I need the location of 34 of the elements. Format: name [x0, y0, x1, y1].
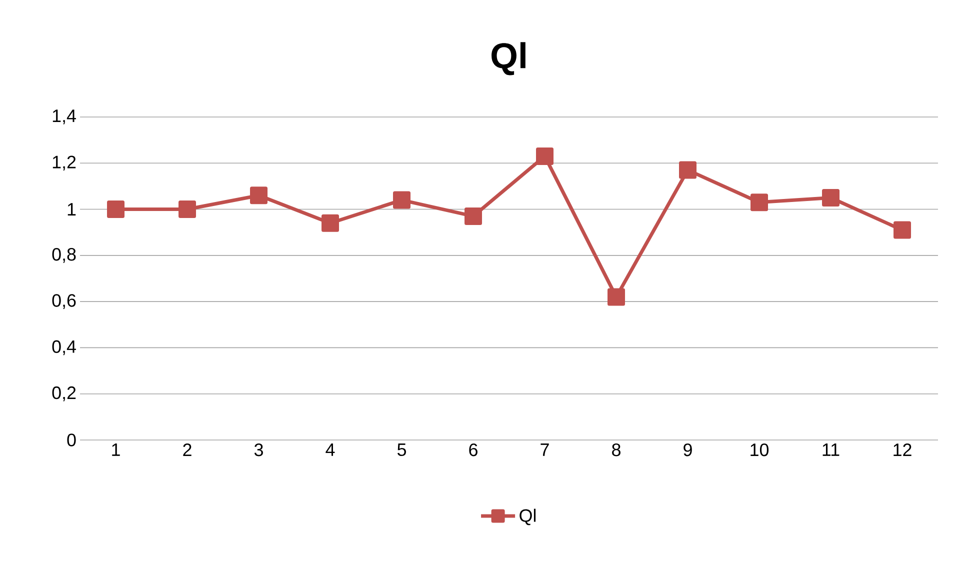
- y-tick-label: 0,8: [52, 248, 76, 263]
- point: [393, 191, 411, 209]
- x-tick-label: 7: [540, 444, 549, 456]
- y-tick-label: 0: [67, 434, 76, 446]
- x-tick-label: 4: [326, 444, 335, 456]
- point: [608, 288, 626, 306]
- x-tick-label: 11: [822, 444, 840, 456]
- x-tick-label: 9: [684, 443, 692, 456]
- point: [679, 161, 697, 179]
- x-tick-label: 3: [254, 443, 263, 456]
- x-tick-label: 8: [612, 443, 620, 456]
- x-tick-label: 6: [469, 443, 478, 456]
- y-tick-label: 0,2: [52, 386, 76, 402]
- point: [894, 221, 912, 239]
- y-tick-label: 1,2: [52, 156, 76, 171]
- y-tick-label: 0,6: [52, 294, 76, 309]
- point: [178, 200, 196, 218]
- x-tick-label: 1: [112, 444, 120, 456]
- point: [822, 188, 840, 206]
- x-tick-label: 10: [750, 443, 769, 456]
- point: [750, 194, 768, 212]
- point: [464, 207, 482, 225]
- chart-title: Ql: [492, 42, 526, 76]
- point: [322, 214, 340, 232]
- legend-label: Ql: [520, 508, 536, 526]
- x-tick-label: 12: [894, 443, 912, 456]
- x-tick-label: 5: [397, 444, 406, 456]
- x-tick-label: 2: [183, 443, 192, 456]
- point: [250, 186, 268, 204]
- y-tick-label: 1,4: [52, 110, 76, 124]
- point: [107, 200, 125, 218]
- point: [536, 147, 554, 165]
- y-tick-label: 1: [68, 203, 76, 216]
- y-tick-label: 0,4: [52, 340, 76, 356]
